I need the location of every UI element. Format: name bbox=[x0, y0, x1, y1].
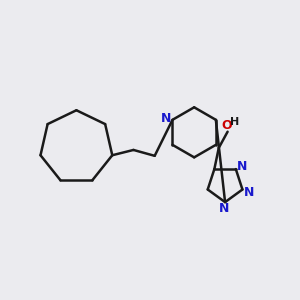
Text: N: N bbox=[244, 186, 254, 199]
Text: O: O bbox=[221, 119, 232, 132]
Text: H: H bbox=[230, 117, 239, 127]
Text: N: N bbox=[237, 160, 247, 172]
Text: N: N bbox=[218, 202, 229, 215]
Text: N: N bbox=[161, 112, 171, 125]
